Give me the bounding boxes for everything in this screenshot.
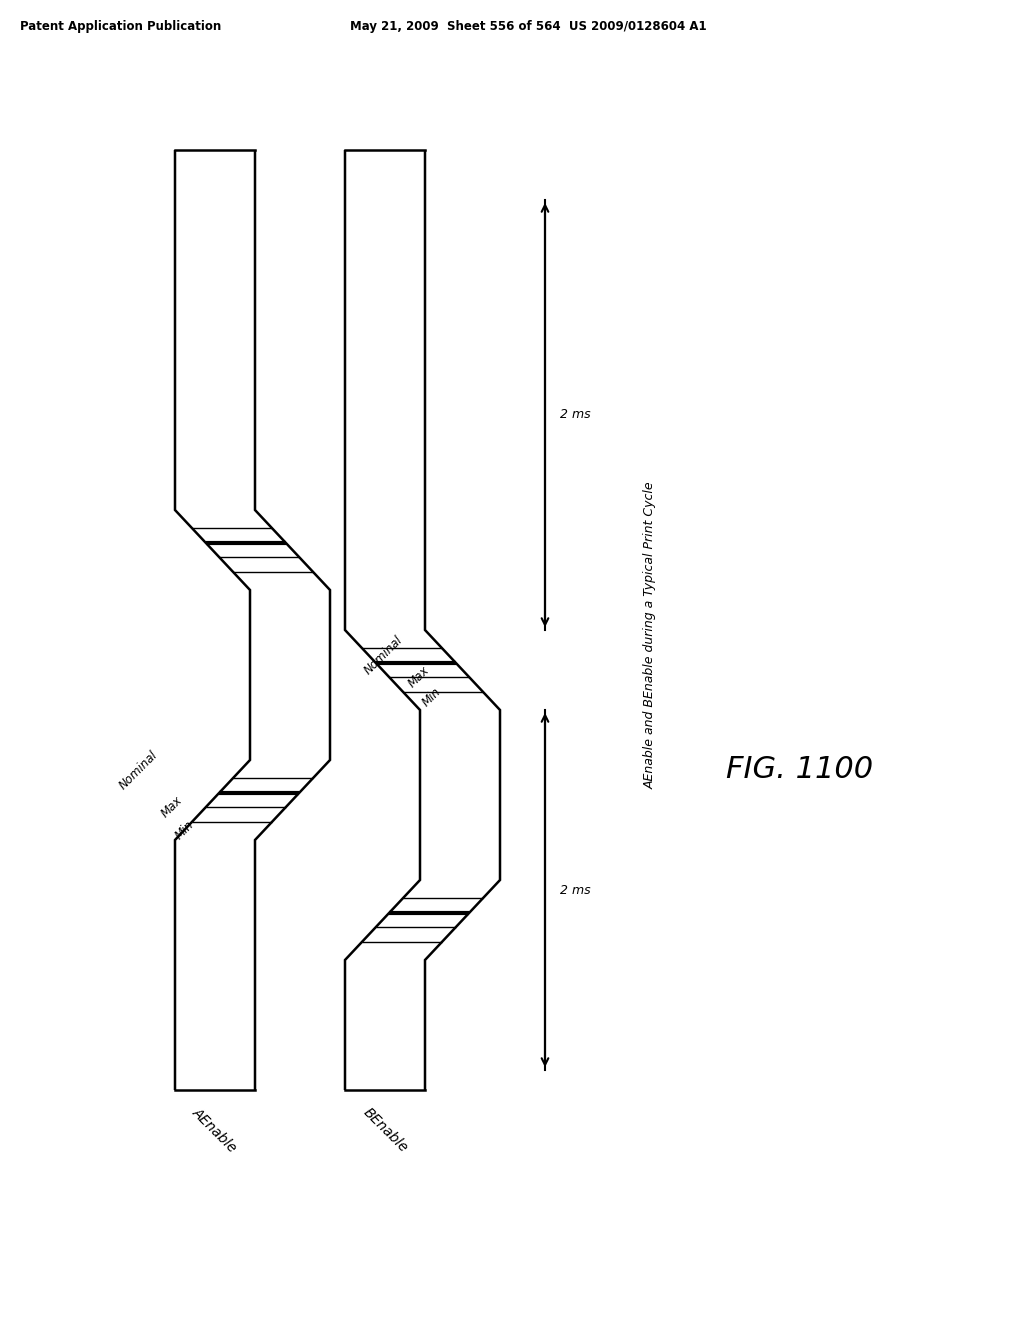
Text: Min: Min (173, 818, 197, 842)
Text: AEnable: AEnable (190, 1105, 240, 1155)
Text: AEnable and BEnable during a Typical Print Cycle: AEnable and BEnable during a Typical Pri… (643, 482, 656, 789)
Text: May 21, 2009  Sheet 556 of 564  US 2009/0128604 A1: May 21, 2009 Sheet 556 of 564 US 2009/01… (350, 20, 707, 33)
Text: Patent Application Publication: Patent Application Publication (20, 20, 221, 33)
Text: Nominal: Nominal (117, 748, 160, 792)
Text: 2 ms: 2 ms (560, 883, 591, 896)
Text: Max: Max (406, 664, 432, 690)
Text: Max: Max (159, 793, 185, 820)
Text: BEnable: BEnable (360, 1105, 410, 1155)
Text: Nominal: Nominal (361, 634, 406, 677)
Text: 2 ms: 2 ms (560, 408, 591, 421)
Text: Min: Min (420, 685, 444, 709)
Text: FIG. 1100: FIG. 1100 (726, 755, 873, 784)
